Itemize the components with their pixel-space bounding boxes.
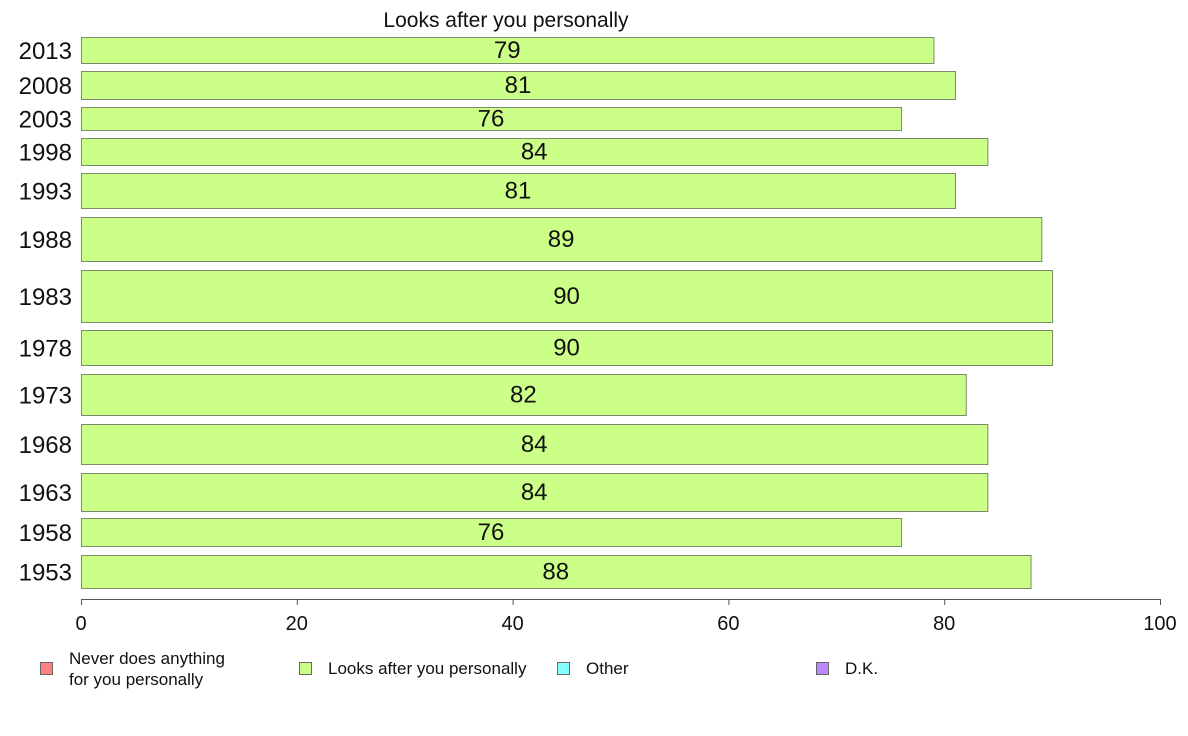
- category-label-2003: 2003: [19, 107, 72, 134]
- data-label-1963: 84: [521, 479, 548, 506]
- data-label-2003: 76: [478, 106, 505, 133]
- legend: Never does anything for you personally L…: [0, 648, 1188, 708]
- legend-item-other: Other: [557, 648, 629, 679]
- bar-1958: [81, 518, 903, 547]
- category-label-1998: 1998: [19, 140, 72, 167]
- category-label-1988: 1988: [19, 227, 72, 254]
- x-tick-label-40: 40: [501, 613, 523, 635]
- bar-1963: [81, 473, 989, 512]
- category-label-1973: 1973: [19, 383, 72, 410]
- legend-label-never: Never does anything for you personally: [69, 649, 225, 689]
- category-label-1978: 1978: [19, 336, 72, 363]
- category-label-1968: 1968: [19, 432, 72, 459]
- bar-2013: [81, 37, 935, 64]
- legend-label-looks-after: Looks after you personally: [328, 659, 527, 678]
- bar-2003: [81, 107, 903, 131]
- data-label-1993: 81: [505, 178, 532, 205]
- legend-swatch-other: [557, 662, 570, 675]
- data-label-1983: 90: [553, 283, 580, 310]
- data-label-1953: 88: [542, 559, 569, 586]
- category-label-1993: 1993: [19, 179, 72, 206]
- legend-label-dk: D.K.: [845, 659, 879, 678]
- x-tick-label-60: 60: [717, 613, 739, 635]
- category-label-2013: 2013: [19, 38, 72, 65]
- x-tick-label-100: 100: [1143, 613, 1176, 635]
- x-tick-label-80: 80: [933, 613, 955, 635]
- data-label-2008: 81: [505, 72, 532, 99]
- bar-1953: [81, 555, 1032, 589]
- x-tick-label-20: 20: [286, 613, 308, 635]
- bar-1998: [81, 138, 989, 166]
- bar-1978: [81, 330, 1054, 366]
- data-label-1958: 76: [478, 519, 505, 546]
- category-label-2008: 2008: [19, 73, 72, 100]
- category-label-1958: 1958: [19, 520, 72, 547]
- data-label-1968: 84: [521, 431, 548, 458]
- data-label-1988: 89: [548, 226, 575, 253]
- x-tick-label-0: 0: [75, 613, 86, 635]
- category-label-1963: 1963: [19, 480, 72, 507]
- bar-1968: [81, 424, 989, 465]
- category-label-1953: 1953: [19, 560, 72, 587]
- bar-1973: [81, 374, 967, 416]
- legend-swatch-dk: [816, 662, 829, 675]
- chart-svg: Looks after you personally 79 2013 81 2008 76…: [19, 9, 1177, 635]
- legend-swatch-looks-after: [299, 662, 312, 675]
- bar-1993: [81, 173, 956, 209]
- legend-label-other: Other: [586, 659, 629, 678]
- data-label-1998: 84: [521, 139, 548, 166]
- legend-swatch-never: [40, 662, 53, 675]
- legend-item-looks-after: Looks after you personally: [299, 648, 526, 679]
- data-label-1973: 82: [510, 382, 537, 409]
- legend-item-never: Never does anything for you personally: [40, 648, 225, 690]
- chart-title: Looks after you personally: [383, 9, 629, 32]
- category-label-1983: 1983: [19, 284, 72, 311]
- bar-1988: [81, 217, 1043, 262]
- bar-2008: [81, 71, 956, 100]
- bar-1983: [81, 270, 1054, 323]
- legend-item-dk: D.K.: [816, 648, 878, 679]
- data-label-2013: 79: [494, 37, 521, 64]
- data-label-1978: 90: [553, 335, 580, 362]
